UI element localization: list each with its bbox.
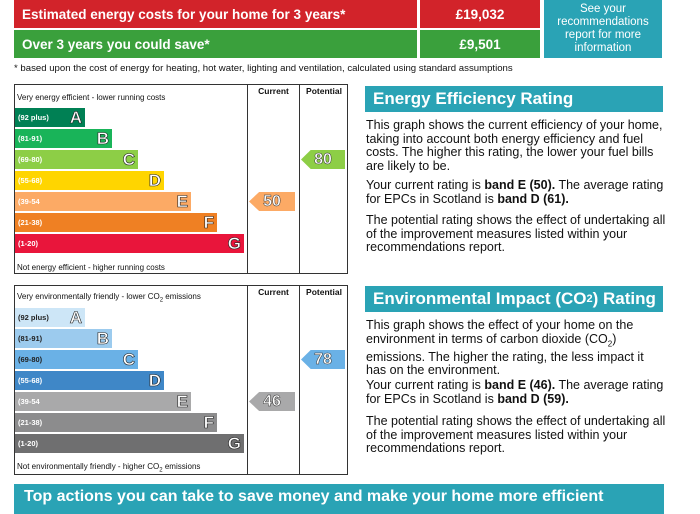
environmental-impact-description: This graph shows the effect of your home… <box>366 318 644 377</box>
column-divider <box>247 85 248 273</box>
band-range: (69-80) <box>18 155 43 164</box>
band-range: (92 plus) <box>18 113 49 122</box>
chart-bottom-caption: Not energy efficient - higher running co… <box>17 263 165 272</box>
band-d: (55-68) D <box>15 371 164 390</box>
column-divider <box>247 286 248 474</box>
band-g: (1-20) G <box>15 434 244 453</box>
column-divider <box>299 85 300 273</box>
energy-efficiency-current-rating: Your current rating is band E (50). The … <box>366 178 664 206</box>
band-letter: F <box>203 413 214 433</box>
energy-efficiency-description: This graph shows the current efficiency … <box>366 118 663 173</box>
band-b: (81-91) B <box>15 329 112 348</box>
band-letter: D <box>148 371 161 391</box>
band-d: (55-68) D <box>15 171 164 190</box>
band-range: (92 plus) <box>18 313 49 322</box>
column-divider <box>299 286 300 474</box>
chart-bottom-caption: Not environmentally friendly - higher CO… <box>17 462 201 474</box>
band-letter: C <box>122 350 135 370</box>
current-column-header: Current <box>258 287 289 297</box>
band-c: (69-80) C <box>15 150 138 169</box>
band-range: (39-54 <box>18 397 40 406</box>
band-range: (21-38) <box>18 218 43 227</box>
band-range: (55-68) <box>18 176 43 185</box>
environmental-impact-potential-note: The potential rating shows the effect of… <box>366 414 666 455</box>
current-rating-arrow: 50 <box>249 192 295 211</box>
band-range: (69-80) <box>18 355 43 364</box>
environmental-impact-chart: Current Potential Very environmentally f… <box>14 285 348 475</box>
potential-saving-label: Over 3 years you could save* <box>14 30 417 58</box>
band-e: (39-54 E <box>15 392 191 411</box>
band-range: (55-68) <box>18 376 43 385</box>
band-g: (1-20) G <box>15 234 244 253</box>
band-c: (69-80) C <box>15 350 138 369</box>
band-letter: F <box>203 213 214 233</box>
band-letter: C <box>122 150 135 170</box>
potential-rating-arrow: 78 <box>301 350 345 369</box>
band-b: (81-91) B <box>15 129 112 148</box>
potential-saving-value: £9,501 <box>420 30 540 58</box>
band-letter: G <box>227 434 241 454</box>
band-a: (92 plus) A <box>15 108 85 127</box>
environmental-impact-title: Environmental Impact (CO 2) Rating <box>365 286 663 312</box>
band-range: (1-20) <box>18 439 39 448</box>
energy-efficiency-potential-note: The potential rating shows the effect of… <box>366 213 666 254</box>
band-a: (92 plus) A <box>15 308 85 327</box>
band-letter: B <box>96 329 109 349</box>
see-recommendations-link[interactable]: See your recommendations report for more… <box>544 0 662 58</box>
band-f: (21-38) F <box>15 213 217 232</box>
potential-rating-arrow: 80 <box>301 150 345 169</box>
current-column-header: Current <box>258 86 289 96</box>
band-range: (81-91) <box>18 334 43 343</box>
environmental-impact-current-rating: Your current rating is band E (46). The … <box>366 378 664 406</box>
energy-efficiency-title: Energy Efficiency Rating <box>365 86 663 112</box>
band-letter: E <box>176 392 188 412</box>
estimated-costs-label: Estimated energy costs for your home for… <box>14 0 417 28</box>
current-rating-arrow: 46 <box>249 392 295 411</box>
band-letter: A <box>69 308 82 328</box>
band-range: (1-20) <box>18 239 39 248</box>
band-f: (21-38) F <box>15 413 217 432</box>
band-letter: G <box>227 234 241 254</box>
band-letter: B <box>96 129 109 149</box>
estimated-costs-value: £19,032 <box>420 0 540 28</box>
band-range: (81-91) <box>18 134 43 143</box>
chart-top-caption: Very environmentally friendly - lower CO… <box>17 292 201 304</box>
chart-top-caption: Very energy efficient - lower running co… <box>17 93 166 102</box>
band-letter: E <box>176 192 188 212</box>
band-range: (21-38) <box>18 418 43 427</box>
energy-efficiency-chart: Current Potential Very energy efficient … <box>14 84 348 274</box>
potential-column-header: Potential <box>306 287 342 297</box>
top-actions-banner: Top actions you can take to save money a… <box>14 484 664 514</box>
band-letter: A <box>69 108 82 128</box>
footnote: * based upon the cost of energy for heat… <box>14 63 513 74</box>
potential-column-header: Potential <box>306 86 342 96</box>
band-letter: D <box>148 171 161 191</box>
band-e: (39-54 E <box>15 192 191 211</box>
band-range: (39-54 <box>18 197 40 206</box>
